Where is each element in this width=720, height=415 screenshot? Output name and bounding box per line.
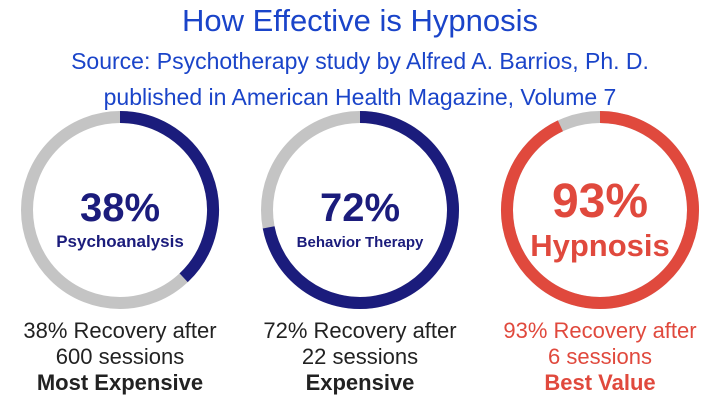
psychoanalysis-percent-label: 38% <box>80 186 160 230</box>
hypnosis-ring-arc <box>501 111 699 309</box>
caption-hypnosis-line1: 93% Recovery after <box>503 318 697 343</box>
caption-psychoanalysis-line1: 38% Recovery after <box>23 318 217 343</box>
caption-psychoanalysis-cost: Most Expensive <box>36 370 204 395</box>
caption-psychoanalysis: 38% Recovery after 600 sessions Most Exp… <box>0 318 240 396</box>
caption-behavior-therapy-cost: Expensive <box>305 370 415 395</box>
recovery-rings-chart: 38% Psychoanalysis 72% Behavior Therapy 93%H… <box>21 111 699 309</box>
caption-hypnosis: 93% Recovery after 6 sessions Best Value <box>480 318 720 396</box>
caption-hypnosis-line2: 6 sessions <box>548 344 652 369</box>
behavior-therapy-name-label: Behavior Therapy <box>297 234 424 251</box>
hypnosis-percent-label: 93% <box>552 175 648 228</box>
page-title: How Effective is Hypnosis <box>181 3 539 38</box>
behavior-therapy-ring-arc <box>262 111 459 309</box>
caption-hypnosis-cost: Best Value <box>544 370 656 395</box>
source-line: Source: Psychotherapy study by Alfred A.… <box>71 48 649 74</box>
psychoanalysis-ring-arc <box>119 111 219 283</box>
caption-behavior-therapy: 72% Recovery after 22 sessions Expensive <box>240 318 480 396</box>
publication-line: published in American Health Magazine, V… <box>103 84 617 110</box>
behavior-therapy-percent-label: 72% <box>320 186 400 230</box>
caption-behavior-therapy-line2: 22 sessions <box>301 344 419 369</box>
caption-psychoanalysis-line2: 600 sessions <box>55 344 185 369</box>
hypnosis-name-label: Hypnosis <box>530 228 670 263</box>
psychoanalysis-name-label: Psychoanalysis <box>56 232 184 251</box>
caption-behavior-therapy-line1: 72% Recovery after <box>263 318 457 343</box>
